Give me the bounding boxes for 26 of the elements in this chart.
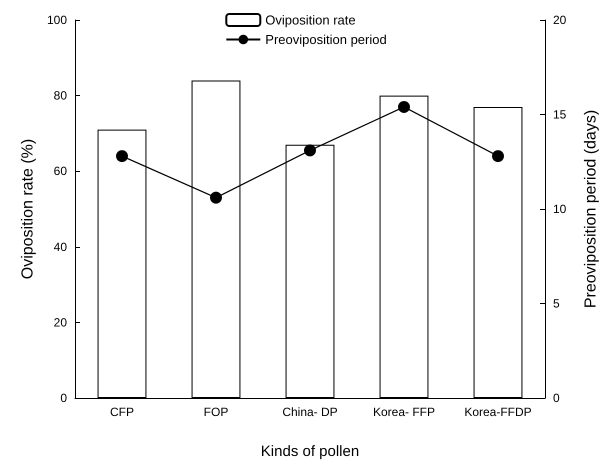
- y2-tick-label: 10: [553, 202, 567, 216]
- x-tick-label: FOP: [204, 405, 228, 419]
- point: [398, 100, 410, 113]
- x-axis-title: Kinds of pollen: [260, 443, 360, 460]
- y-tick-label: 0: [60, 391, 68, 405]
- y-tick-label: 40: [54, 240, 68, 254]
- y2-tick-label: 15: [553, 108, 567, 122]
- point: [116, 150, 128, 162]
- x-tick-label: Korea-FFDP: [464, 405, 532, 419]
- x-tick-label: Korea- FFP: [372, 405, 436, 419]
- x-tick-label: CFP: [110, 405, 134, 419]
- y-axis-title: Oviposition rate (%): [20, 138, 37, 280]
- point: [304, 144, 316, 156]
- y2-tick-label: 0: [553, 391, 560, 405]
- y-tick-label: 60: [54, 164, 68, 178]
- y-tick-label: 80: [54, 88, 68, 103]
- point: [210, 192, 222, 204]
- legend-label: Oviposition rate: [265, 12, 356, 28]
- y-tick-label: 20: [54, 315, 68, 330]
- point: [492, 150, 504, 162]
- legend-label: Preoviposition period: [265, 32, 387, 47]
- y2-tick-label: 20: [553, 13, 567, 27]
- x-tick-label: China- DP: [282, 405, 338, 419]
- y2-tick-label: 5: [553, 296, 560, 310]
- y2-axis-title: Preoviposition period (days): [582, 110, 600, 308]
- y-tick-label: 100: [46, 13, 68, 27]
